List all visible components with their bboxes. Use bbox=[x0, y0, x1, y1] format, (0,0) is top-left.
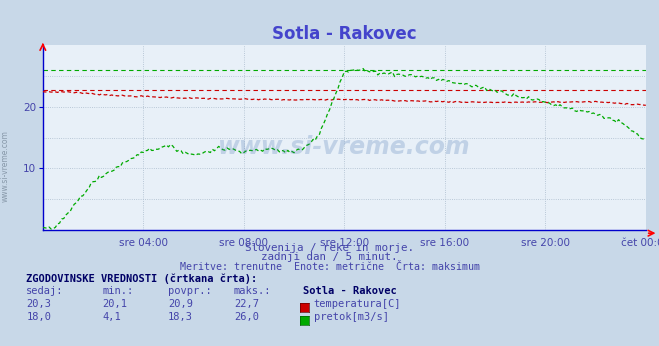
Text: min.:: min.: bbox=[102, 286, 133, 296]
Text: www.si-vreme.com: www.si-vreme.com bbox=[1, 130, 10, 202]
Text: pretok[m3/s]: pretok[m3/s] bbox=[314, 312, 389, 322]
Text: 20,9: 20,9 bbox=[168, 299, 193, 309]
Text: Sotla - Rakovec: Sotla - Rakovec bbox=[303, 286, 397, 296]
Title: Sotla - Rakovec: Sotla - Rakovec bbox=[272, 25, 416, 44]
Text: 4,1: 4,1 bbox=[102, 312, 121, 322]
Text: Slovenija / reke in morje.: Slovenija / reke in morje. bbox=[245, 243, 414, 253]
Text: www.si-vreme.com: www.si-vreme.com bbox=[218, 135, 471, 159]
Text: 18,3: 18,3 bbox=[168, 312, 193, 322]
Text: Meritve: trenutne  Enote: metrične  Črta: maksimum: Meritve: trenutne Enote: metrične Črta: … bbox=[179, 262, 480, 272]
Text: 20,3: 20,3 bbox=[26, 299, 51, 309]
Text: ZGODOVINSKE VREDNOSTI (črtkana črta):: ZGODOVINSKE VREDNOSTI (črtkana črta): bbox=[26, 273, 258, 284]
Text: zadnji dan / 5 minut.: zadnji dan / 5 minut. bbox=[261, 252, 398, 262]
Text: maks.:: maks.: bbox=[234, 286, 272, 296]
Text: 22,7: 22,7 bbox=[234, 299, 259, 309]
Text: 18,0: 18,0 bbox=[26, 312, 51, 322]
Text: 20,1: 20,1 bbox=[102, 299, 127, 309]
Text: povpr.:: povpr.: bbox=[168, 286, 212, 296]
Text: 26,0: 26,0 bbox=[234, 312, 259, 322]
Text: temperatura[C]: temperatura[C] bbox=[314, 299, 401, 309]
Text: sedaj:: sedaj: bbox=[26, 286, 64, 296]
